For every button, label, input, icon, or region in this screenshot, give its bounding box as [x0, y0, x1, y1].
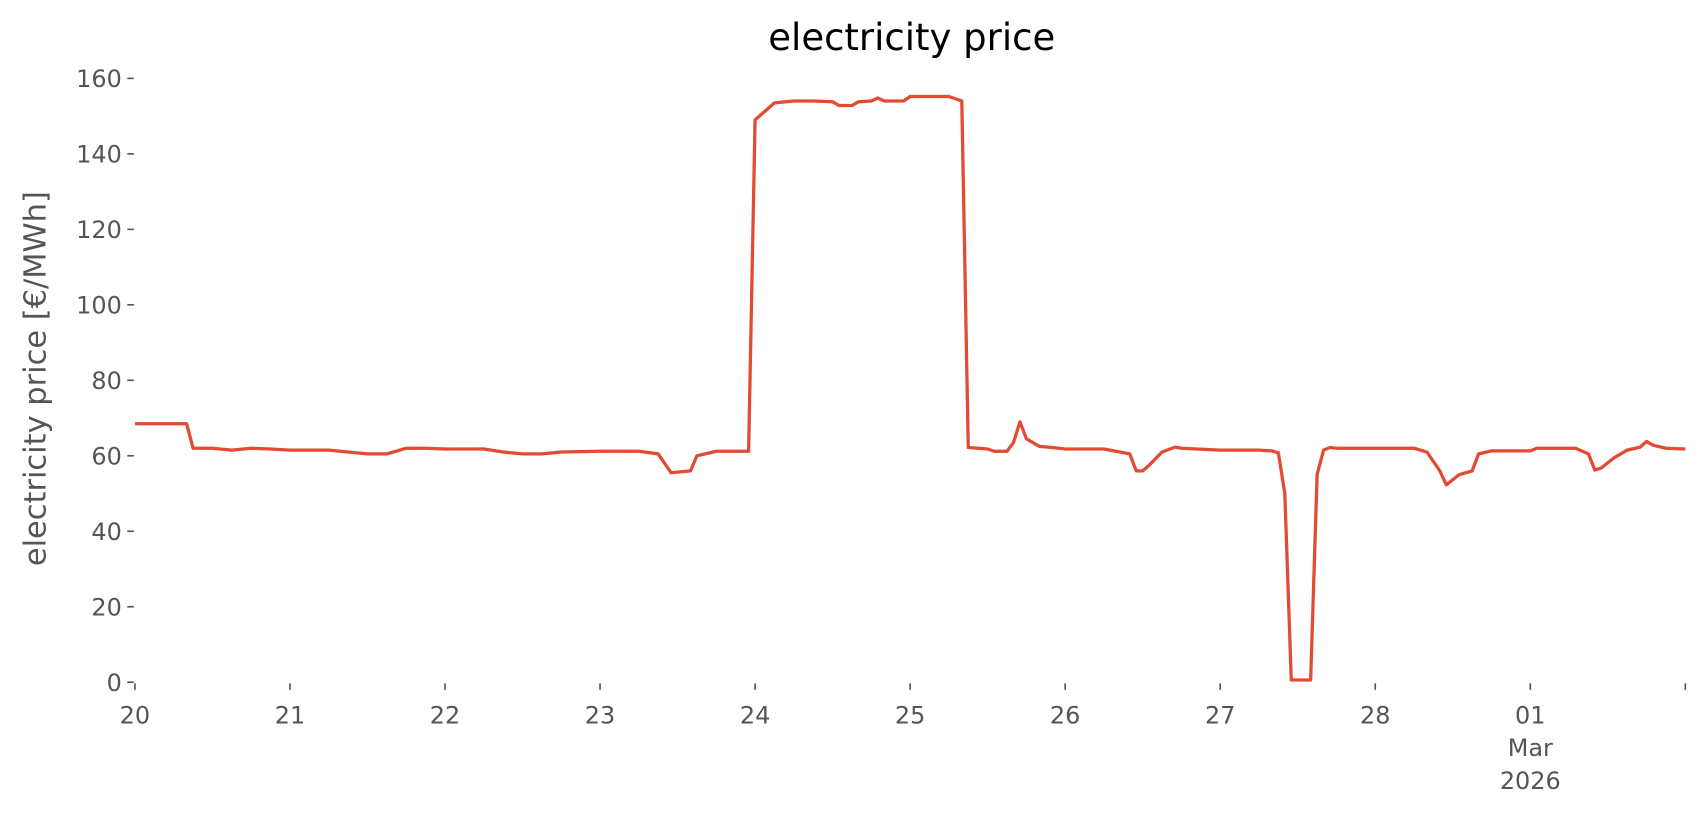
x-tick-label: 25	[895, 702, 925, 730]
x-tick-label: 26	[1050, 702, 1080, 730]
x-tick-label: 27	[1205, 702, 1235, 730]
x-tick-label: 20	[120, 702, 150, 730]
y-tick-label: 100	[76, 292, 122, 320]
x-tick-label: 01 Mar 2026	[1500, 702, 1561, 795]
y-tick-label: 120	[76, 216, 122, 244]
price-line	[134, 94, 1686, 682]
y-tick-label: 40	[91, 518, 121, 546]
y-tick-label: 20	[91, 593, 121, 621]
y-tick-label: 60	[91, 442, 121, 470]
y-tick-label: 0	[107, 669, 122, 697]
y-tick-label: 140	[76, 141, 122, 169]
y-tick-label: 80	[91, 367, 121, 395]
x-tick-label: 28	[1360, 702, 1390, 730]
x-tick-label: 22	[430, 702, 460, 730]
x-tick-label: 24	[740, 702, 770, 730]
x-tick-label: 23	[585, 702, 615, 730]
y-axis-label: electricity price [€/MWh]	[19, 191, 54, 566]
chart-title: electricity price	[768, 16, 1055, 59]
x-tick-label: 21	[275, 702, 305, 730]
y-tick-label: 160	[76, 65, 122, 93]
